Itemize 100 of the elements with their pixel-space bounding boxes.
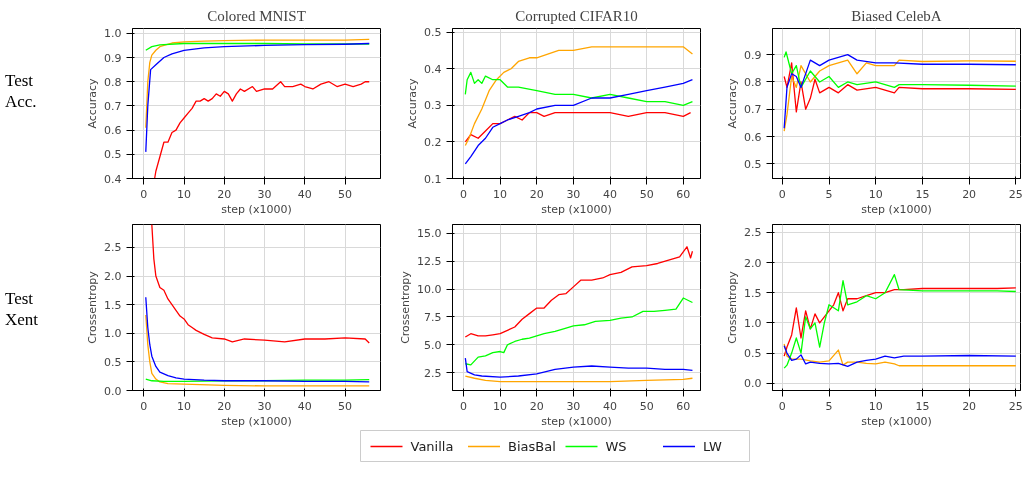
x-tick-label: 0 xyxy=(140,399,148,413)
x-tick-label: 20 xyxy=(529,399,544,413)
y-tick-label: 15.0 xyxy=(417,227,442,241)
y-tick-label: 0.9 xyxy=(744,48,762,62)
line-series xyxy=(151,224,370,344)
y-tick-label: 1.0 xyxy=(744,316,762,330)
x-tick-label: 40 xyxy=(297,187,312,201)
y-tick-label: 0.7 xyxy=(104,99,122,113)
y-tick-label: 1.5 xyxy=(744,286,762,300)
y-tick-label: 0.5 xyxy=(744,157,762,171)
x-axis-title: step (x1000) xyxy=(221,414,292,428)
legend-label: LW xyxy=(703,439,723,454)
x-tick-label: 40 xyxy=(603,187,618,201)
x-tick-label: 50 xyxy=(639,399,654,413)
x-axis-title: step (x1000) xyxy=(541,414,612,428)
y-tick-label: 1.0 xyxy=(104,327,122,341)
x-tick-label: 0 xyxy=(459,399,467,413)
x-tick-label: 40 xyxy=(297,399,312,413)
line-series xyxy=(153,81,370,179)
x-tick-label: 30 xyxy=(257,399,272,413)
y-tick-label: 0.1 xyxy=(424,172,442,186)
line-series xyxy=(464,297,694,366)
x-tick-label: 15 xyxy=(915,399,930,413)
x-tick-label: 0 xyxy=(459,187,467,201)
x-tick-label: 10 xyxy=(177,187,192,201)
y-axis-title: Accuracy xyxy=(406,77,420,129)
text: Test Xent xyxy=(5,288,39,330)
line-series xyxy=(783,287,1017,357)
x-tick-label: 10 xyxy=(177,399,192,413)
x-tick-label: 50 xyxy=(639,187,654,201)
y-tick-label: 0.2 xyxy=(424,135,442,149)
x-tick-label: 5 xyxy=(825,399,833,413)
chart-title: Colored MNIST xyxy=(207,7,306,24)
y-tick-label: 1.0 xyxy=(104,27,122,41)
y-tick-label: 0.4 xyxy=(104,172,122,186)
y-tick-label: 0.8 xyxy=(104,75,122,89)
x-axis-title: step (x1000) xyxy=(861,202,932,216)
x-tick-label: 60 xyxy=(676,399,691,413)
y-axis-title: Crossentropy xyxy=(399,270,413,344)
x-tick-label: 10 xyxy=(493,399,508,413)
x-tick-label: 50 xyxy=(338,187,353,201)
x-tick-label: 25 xyxy=(1008,399,1023,413)
text: Test Acc. xyxy=(5,70,37,112)
legend-label: WS xyxy=(605,439,627,454)
line-series xyxy=(145,42,370,153)
y-tick-label: 10.0 xyxy=(417,283,442,297)
legend-label: Vanilla xyxy=(410,439,454,454)
y-tick-label: 0.9 xyxy=(104,51,122,65)
y-tick-label: 0.7 xyxy=(744,103,762,117)
y-tick-label: 0.5 xyxy=(104,148,122,162)
x-tick-label: 50 xyxy=(338,399,353,413)
y-tick-label: 2.5 xyxy=(104,241,122,255)
legend-label: BiasBal xyxy=(508,439,556,454)
y-tick-label: 2.0 xyxy=(104,270,122,284)
x-tick-label: 5 xyxy=(825,187,833,201)
x-tick-label: 10 xyxy=(868,399,883,413)
x-tick-label: 20 xyxy=(217,187,232,201)
line-series xyxy=(464,357,694,378)
line-series xyxy=(783,51,1017,89)
x-tick-label: 30 xyxy=(566,187,581,201)
y-tick-label: 0.6 xyxy=(744,130,762,144)
y-tick-label: 0.3 xyxy=(424,99,442,113)
x-tick-label: 0 xyxy=(140,187,148,201)
line-series xyxy=(783,62,1017,113)
line-series xyxy=(464,71,694,106)
y-tick-label: 0.5 xyxy=(104,355,122,369)
y-tick-label: 0.0 xyxy=(104,384,122,398)
x-axis-title: step (x1000) xyxy=(541,202,612,216)
line-series xyxy=(783,273,1017,369)
line-series xyxy=(464,46,694,147)
x-axis-title: step (x1000) xyxy=(861,414,932,428)
y-tick-label: 2.5 xyxy=(744,226,762,240)
x-tick-label: 20 xyxy=(217,399,232,413)
line-series xyxy=(464,79,694,165)
y-axis-title: Accuracy xyxy=(726,77,740,129)
line-series xyxy=(464,112,692,143)
y-tick-label: 7.5 xyxy=(424,310,442,324)
y-tick-label: 0.5 xyxy=(424,26,442,40)
y-axis-title: Crossentropy xyxy=(726,270,740,344)
line-series xyxy=(145,42,370,51)
x-tick-label: 20 xyxy=(962,399,977,413)
y-tick-label: 2.0 xyxy=(744,256,762,270)
y-tick-label: 1.5 xyxy=(104,298,122,312)
y-tick-label: 12.5 xyxy=(417,255,442,269)
x-tick-label: 40 xyxy=(603,399,618,413)
line-series xyxy=(145,38,370,129)
chart-title: Corrupted CIFAR10 xyxy=(515,7,638,24)
y-axis-title: Accuracy xyxy=(86,77,100,129)
y-tick-label: 0.8 xyxy=(744,75,762,89)
x-tick-label: 0 xyxy=(778,399,786,413)
y-tick-label: 0.6 xyxy=(104,124,122,138)
x-tick-label: 20 xyxy=(962,187,977,201)
chart-title: Biased CelebA xyxy=(851,7,942,24)
x-tick-label: 60 xyxy=(676,187,691,201)
x-tick-label: 0 xyxy=(778,187,786,201)
y-tick-label: 0.5 xyxy=(744,347,762,361)
y-axis-title: Crossentropy xyxy=(86,270,100,344)
y-tick-label: 5.0 xyxy=(424,338,442,352)
line-series xyxy=(145,296,370,383)
y-tick-label: 0.0 xyxy=(744,377,762,391)
